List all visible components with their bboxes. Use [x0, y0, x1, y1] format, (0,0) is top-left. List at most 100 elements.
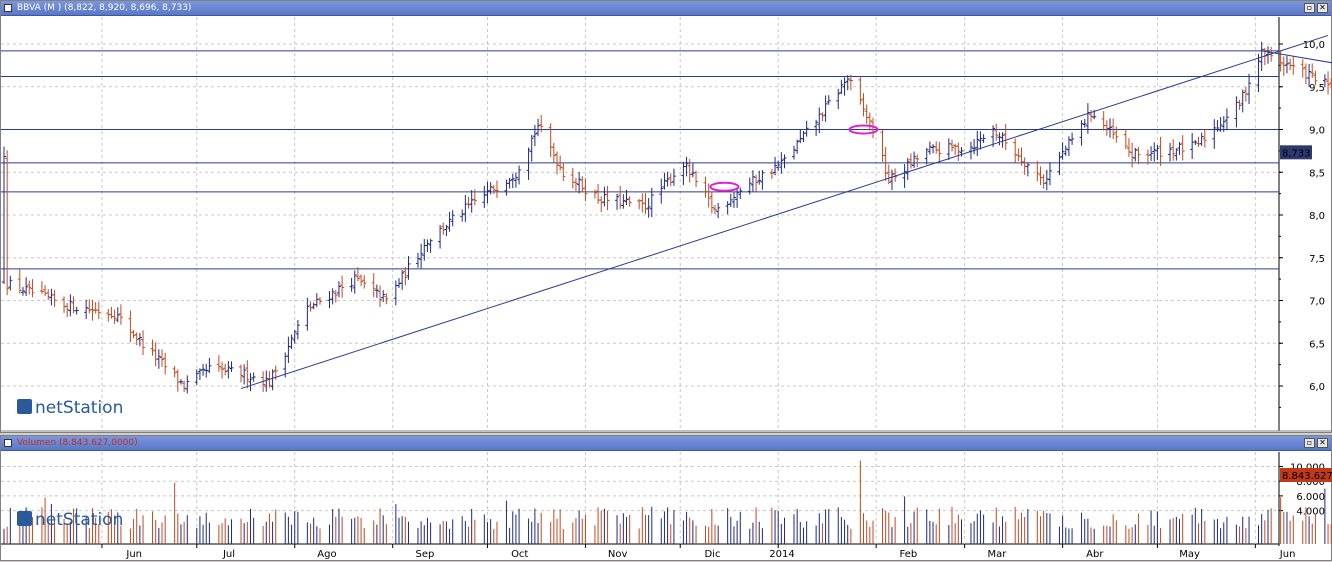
ohlc-bar — [826, 95, 831, 105]
ohlc-bar — [1256, 53, 1261, 93]
price-y-tick-label: 8,0 — [1309, 211, 1325, 222]
ohlc-bar — [858, 76, 863, 105]
ohlc-bar — [605, 185, 610, 211]
ohlc-bar — [526, 147, 531, 180]
ohlc-bar — [709, 191, 714, 214]
ohlc-bar — [84, 299, 89, 320]
ohlc-bar — [482, 185, 487, 208]
ellipse-marker — [709, 181, 740, 192]
ohlc-bar — [1190, 133, 1195, 159]
price-panel: BBVA (M ) (8,822, 8,920, 8,696, 8,733) ▫… — [0, 0, 1332, 433]
ohlc-bar — [330, 288, 335, 305]
ohlc-bar — [577, 171, 582, 194]
ohlc-bar — [204, 363, 209, 378]
price-chart[interactable]: 6,0 6,5 7,0 7,5 8,0 8,5 9,0 9,5 10,0 8,733 N netSta… — [1, 1, 1332, 434]
ohlc-bar — [792, 145, 796, 160]
volume-chart[interactable]: 4.0006.0008.00010.0008.843.627JunJulAgoS… — [1, 436, 1332, 562]
ohlc-bar — [1047, 162, 1052, 186]
ohlc-bar — [1300, 59, 1305, 78]
ohlc-bar — [747, 177, 752, 195]
ohlc-bar — [886, 164, 891, 185]
volume-panel-titlebar: Volumen (8.843.627,0000) ▫ ✕ — [1, 436, 1331, 451]
price-bars — [2, 41, 1332, 394]
ohlc-bar — [374, 284, 379, 298]
ohlc-bar — [659, 178, 664, 204]
ohlc-bar — [548, 123, 553, 158]
ohlc-bar — [981, 134, 986, 143]
minimize-button[interactable]: ▫ — [1304, 438, 1315, 448]
ohlc-bar — [592, 189, 597, 199]
ohlc-bar — [573, 177, 578, 193]
ohlc-bar — [20, 287, 25, 296]
ohlc-bar — [1218, 116, 1223, 132]
ohlc-bar — [239, 364, 243, 383]
ohlc-bar — [469, 190, 474, 213]
ohlc-bar — [716, 202, 721, 219]
logo-icon-glyph: N — [20, 509, 33, 529]
ohlc-bar — [627, 196, 632, 207]
trendline — [1261, 50, 1332, 64]
ohlc-bar — [994, 123, 999, 141]
ohlc-bar — [65, 303, 70, 318]
ohlc-bar — [415, 252, 420, 268]
minimize-button[interactable]: ▫ — [1304, 3, 1315, 13]
ohlc-bar — [750, 170, 755, 192]
ohlc-bar — [472, 189, 477, 206]
x-tick-label: Sep — [415, 549, 434, 560]
ohlc-bar — [1322, 74, 1327, 88]
last-volume-label: 8.843.627 — [1282, 471, 1332, 482]
x-tick-label: Abr — [1086, 549, 1104, 560]
ohlc-bar — [355, 267, 360, 282]
logo-text: netStation — [35, 510, 123, 530]
ohlc-bar — [488, 182, 493, 195]
price-y-tick-label: 9,5 — [1309, 83, 1325, 94]
last-volume-label-bg — [1280, 467, 1332, 482]
ohlc-bar — [62, 296, 67, 313]
close-button[interactable]: ✕ — [1317, 438, 1328, 448]
ohlc-bar — [131, 329, 136, 339]
ohlc-bar — [893, 168, 898, 182]
volume-y-tick-label: 6.000 — [1296, 492, 1325, 503]
logo-icon — [17, 511, 32, 526]
ohlc-bar — [308, 301, 313, 312]
ohlc-bar — [1180, 135, 1185, 161]
ohlc-bar — [931, 144, 936, 154]
last-price-label: 8,733 — [1282, 148, 1311, 159]
ohlc-bar — [1108, 118, 1112, 138]
x-tick-label: Dic — [704, 549, 720, 560]
ohlc-bar — [927, 141, 932, 155]
ohlc-bar — [867, 112, 872, 131]
ohlc-bar — [1281, 56, 1286, 76]
ohlc-bar — [953, 143, 958, 155]
ohlc-bar — [460, 209, 465, 222]
ohlc-bar — [558, 155, 563, 171]
ohlc-bar — [950, 139, 954, 152]
ohlc-bar — [371, 273, 376, 298]
ohlc-bar — [305, 297, 310, 331]
ohlc-bar — [624, 189, 629, 206]
ohlc-bar — [1168, 143, 1173, 162]
ohlc-bar — [1123, 129, 1128, 150]
ohlc-bar — [1224, 108, 1229, 131]
volume-y-tick-label: 4.000 — [1296, 507, 1325, 518]
ohlc-bar — [779, 152, 784, 174]
ohlc-bar — [602, 186, 607, 207]
ohlc-bar — [580, 176, 585, 193]
ohlc-bar — [30, 279, 35, 298]
ohlc-bar — [1101, 111, 1106, 131]
ohlc-bar — [1133, 147, 1138, 162]
ohlc-bar — [769, 168, 774, 179]
ohlc-bar — [106, 308, 111, 322]
ohlc-bar — [735, 187, 740, 208]
ohlc-bar — [425, 239, 430, 253]
ohlc-bar — [1234, 96, 1239, 128]
ohlc-bar — [504, 179, 509, 196]
ohlc-bar — [359, 274, 364, 287]
ohlc-bar — [112, 309, 117, 324]
ellipse-marker — [848, 124, 879, 135]
ohlc-bar — [400, 270, 405, 290]
ohlc-bar — [43, 285, 48, 296]
ohlc-bar — [381, 290, 386, 302]
close-button[interactable]: ✕ — [1317, 3, 1328, 13]
ohlc-bar — [1111, 118, 1116, 140]
